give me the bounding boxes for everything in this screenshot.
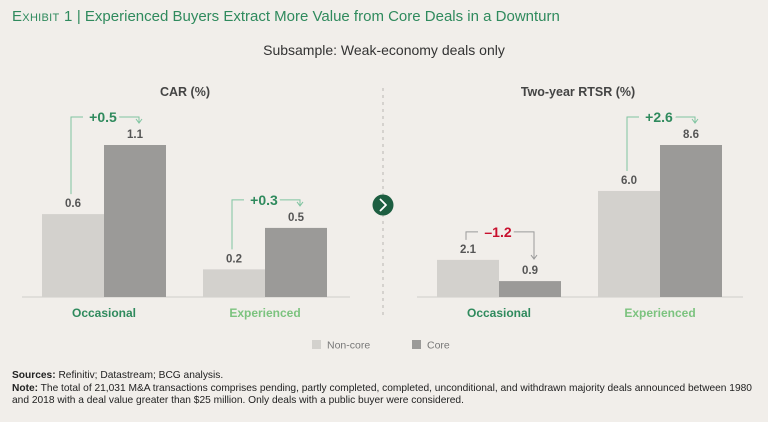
bar-noncore bbox=[598, 190, 660, 297]
bar-core bbox=[660, 145, 722, 297]
legend-swatch bbox=[412, 340, 421, 349]
sources-line: Sources: Refinitiv; Datastream; BCG anal… bbox=[12, 370, 760, 383]
note-label: Note: bbox=[12, 382, 39, 394]
exhibit-title-text: Experienced Buyers Extract More Value fr… bbox=[84, 8, 560, 25]
difference-bracket bbox=[465, 231, 478, 240]
data-label: 0.2 bbox=[226, 253, 242, 265]
bar-core bbox=[104, 145, 166, 297]
data-label: 1.1 bbox=[127, 129, 144, 141]
data-label: 0.9 bbox=[522, 265, 538, 277]
legend-label: Non-core bbox=[327, 340, 370, 352]
category-label: Experienced bbox=[624, 306, 695, 320]
difference-arrowhead bbox=[296, 201, 304, 207]
difference-bracket bbox=[111, 116, 140, 123]
difference-arrowhead bbox=[135, 118, 143, 124]
bar-noncore bbox=[42, 214, 104, 297]
sources-text: Refinitiv; Datastream; BCG analysis. bbox=[55, 370, 224, 381]
difference-arrowhead bbox=[530, 254, 538, 260]
data-label: 0.6 bbox=[65, 198, 81, 210]
bar-noncore bbox=[203, 269, 265, 297]
difference-label: +0.5 bbox=[89, 109, 117, 125]
bar-noncore bbox=[437, 259, 499, 297]
difference-bracket bbox=[667, 116, 696, 123]
data-label: 8.6 bbox=[683, 129, 699, 141]
note-line: Note: The total of 21,031 M&A transactio… bbox=[12, 383, 760, 408]
bar-core bbox=[499, 281, 561, 297]
difference-bracket bbox=[626, 116, 639, 171]
data-label: 0.5 bbox=[288, 212, 305, 224]
panel-title: CAR (%) bbox=[160, 85, 210, 99]
difference-bracket bbox=[272, 199, 301, 206]
title-separator: | bbox=[76, 8, 81, 25]
sources-label: Sources: bbox=[12, 370, 56, 381]
difference-label: +0.3 bbox=[250, 192, 278, 208]
difference-bracket bbox=[231, 199, 244, 250]
footer: Sources: Refinitiv; Datastream; BCG anal… bbox=[12, 370, 760, 408]
legend-label: Core bbox=[427, 340, 450, 352]
next-circle-icon bbox=[372, 194, 394, 216]
difference-arrowhead bbox=[691, 118, 699, 124]
panel-title: Two-year RTSR (%) bbox=[521, 85, 635, 99]
subtitle: Subsample: Weak-economy deals only bbox=[263, 42, 505, 58]
category-label: Occasional bbox=[467, 306, 531, 320]
note-text: The total of 21,031 M&A transactions com… bbox=[12, 382, 752, 407]
difference-bracket bbox=[506, 231, 535, 260]
difference-label: –1.2 bbox=[484, 224, 511, 240]
bar-core bbox=[265, 227, 327, 297]
difference-label: +2.6 bbox=[645, 109, 673, 125]
data-label: 6.0 bbox=[621, 175, 637, 187]
chevron-right-icon bbox=[379, 198, 387, 212]
category-label: Experienced bbox=[229, 306, 300, 320]
exhibit-title: Exhibit 1 | Experienced Buyers Extract M… bbox=[12, 8, 560, 25]
legend-swatch bbox=[312, 340, 321, 349]
data-label: 2.1 bbox=[460, 244, 477, 256]
category-label: Occasional bbox=[72, 306, 136, 320]
exhibit-number: Exhibit 1 bbox=[12, 8, 73, 25]
difference-bracket bbox=[70, 116, 83, 195]
